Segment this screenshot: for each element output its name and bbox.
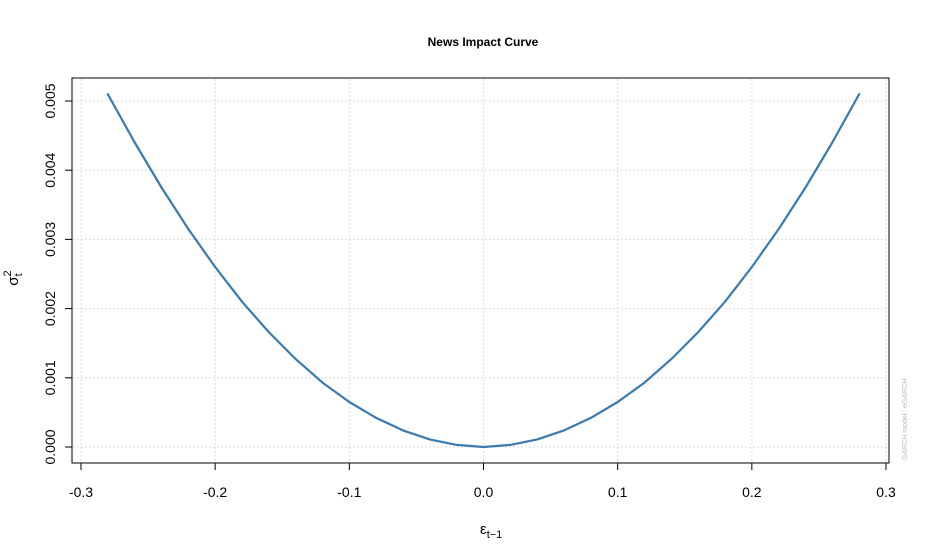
y-axis-label-group: σ2t — [2, 270, 25, 285]
series-line-0 — [106, 92, 861, 449]
x-tick-label: -0.1 — [337, 484, 361, 500]
x-tick-label: -0.3 — [69, 484, 93, 500]
grid — [73, 79, 888, 462]
x-tick-label: 0.1 — [608, 484, 628, 500]
curve-layer — [106, 92, 861, 449]
y-axis-label: σ2t — [2, 270, 25, 285]
chart-title: News Impact Curve — [428, 35, 539, 49]
y-tick-label: 0.000 — [42, 429, 58, 464]
y-axis: 0.000 0.001 0.002 0.003 0.004 0.005 — [42, 83, 73, 465]
x-axis-label: εt−1 — [480, 521, 502, 541]
x-axis: -0.3 -0.2 -0.1 0.0 0.1 0.2 0.3 — [69, 462, 896, 500]
x-tick-label: 0.0 — [474, 484, 494, 500]
x-tick-label: 0.2 — [742, 484, 762, 500]
y-tick-label: 0.004 — [42, 152, 58, 187]
y-tick-label: 0.002 — [42, 291, 58, 326]
watermark-group: GARCH model : eGARCH — [902, 379, 909, 460]
model-watermark: GARCH model : eGARCH — [902, 379, 909, 460]
x-tick-label: -0.2 — [203, 484, 227, 500]
y-tick-label: 0.001 — [42, 360, 58, 395]
plot-frame — [71, 77, 890, 464]
y-tick-label: 0.003 — [42, 222, 58, 257]
x-tick-label: 0.3 — [876, 484, 896, 500]
y-tick-label: 0.005 — [42, 83, 58, 118]
